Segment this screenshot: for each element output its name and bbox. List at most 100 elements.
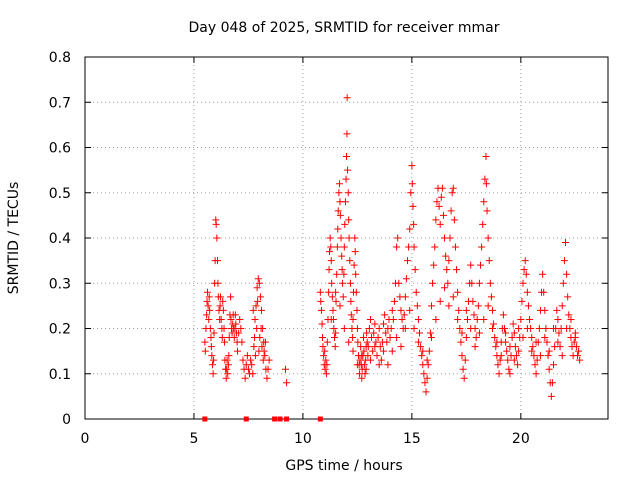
data-point	[213, 234, 221, 242]
data-point	[343, 94, 351, 102]
data-point	[333, 243, 341, 251]
data-point	[372, 338, 380, 346]
data-point	[317, 306, 325, 314]
data-point	[533, 356, 541, 364]
data-point	[358, 352, 366, 360]
data-point	[497, 352, 505, 360]
data-point	[458, 329, 466, 337]
data-point	[474, 302, 482, 310]
data-point	[388, 347, 396, 355]
data-point	[334, 207, 342, 215]
data-point	[360, 361, 368, 369]
data-point	[374, 334, 382, 342]
data-point	[340, 243, 348, 251]
data-point	[364, 343, 372, 351]
data-point	[272, 416, 278, 422]
data-point	[232, 320, 240, 328]
data-point	[206, 306, 214, 314]
data-point	[432, 216, 440, 224]
axis-ticks: 0 5 10 15 20 0 0.1 0.2 0.3 0.4 0.5 0.6 0.7 0.8	[49, 50, 608, 447]
data-point	[227, 315, 235, 323]
data-point	[249, 306, 257, 314]
data-point	[337, 234, 345, 242]
data-point	[558, 352, 566, 360]
data-point	[421, 379, 429, 387]
data-point	[327, 243, 335, 251]
data-point	[408, 180, 416, 188]
data-point	[352, 270, 360, 278]
data-point	[203, 311, 211, 319]
data-point	[530, 352, 538, 360]
data-point	[325, 288, 333, 296]
data-point	[258, 343, 266, 351]
data-point	[260, 347, 268, 355]
data-point	[459, 365, 467, 373]
data-point	[236, 315, 244, 323]
data-point	[225, 352, 233, 360]
data-point	[397, 306, 405, 314]
data-point	[450, 216, 458, 224]
data-point	[336, 211, 344, 219]
data-point	[332, 297, 340, 305]
data-point	[248, 361, 256, 369]
data-point	[554, 338, 562, 346]
data-point	[217, 293, 225, 301]
data-point	[409, 202, 417, 210]
x-tick-label: 10	[294, 431, 312, 447]
data-point	[461, 356, 469, 364]
data-point	[505, 365, 513, 373]
data-point	[343, 130, 351, 138]
data-point	[234, 347, 242, 355]
data-point	[224, 370, 232, 378]
y-tick-label: 0.1	[49, 367, 71, 383]
data-point	[382, 329, 390, 337]
data-point	[496, 356, 504, 364]
chart-title: Day 048 of 2025, SRMTID for receiver mma…	[188, 20, 499, 36]
y-tick-label: 0.2	[49, 322, 71, 338]
data-point	[402, 275, 410, 283]
data-point	[349, 347, 357, 355]
data-point	[331, 343, 339, 351]
data-point	[340, 270, 348, 278]
data-point	[471, 343, 479, 351]
data-points	[201, 94, 584, 422]
data-point	[205, 315, 213, 323]
data-point	[550, 325, 558, 332]
data-point	[441, 284, 449, 292]
data-point	[359, 334, 367, 342]
data-point	[449, 293, 457, 301]
data-point	[562, 239, 570, 247]
data-point	[432, 315, 440, 323]
data-point	[346, 257, 354, 265]
data-point	[523, 288, 531, 296]
data-point	[468, 279, 476, 287]
data-point	[467, 261, 475, 269]
data-point	[417, 343, 425, 351]
data-point	[543, 338, 551, 346]
data-point	[381, 311, 389, 319]
data-point	[213, 257, 221, 265]
data-point	[339, 279, 347, 287]
data-point	[375, 361, 383, 369]
data-point	[243, 352, 251, 360]
data-point	[410, 325, 418, 332]
data-point	[256, 334, 264, 342]
data-point	[559, 279, 567, 287]
data-point	[576, 356, 584, 364]
data-point	[506, 343, 514, 351]
data-point	[352, 288, 360, 296]
data-point	[487, 293, 495, 301]
data-point	[220, 338, 228, 346]
y-tick-label: 0.7	[49, 95, 71, 111]
data-point	[341, 220, 349, 228]
data-point	[354, 338, 362, 346]
data-point	[411, 266, 419, 274]
data-point	[327, 315, 335, 323]
data-point	[249, 370, 257, 378]
data-point	[325, 266, 333, 274]
data-point	[387, 325, 395, 332]
data-point	[408, 162, 416, 170]
data-point	[207, 343, 215, 351]
x-tick-label: 20	[512, 431, 530, 447]
data-point	[349, 334, 357, 342]
